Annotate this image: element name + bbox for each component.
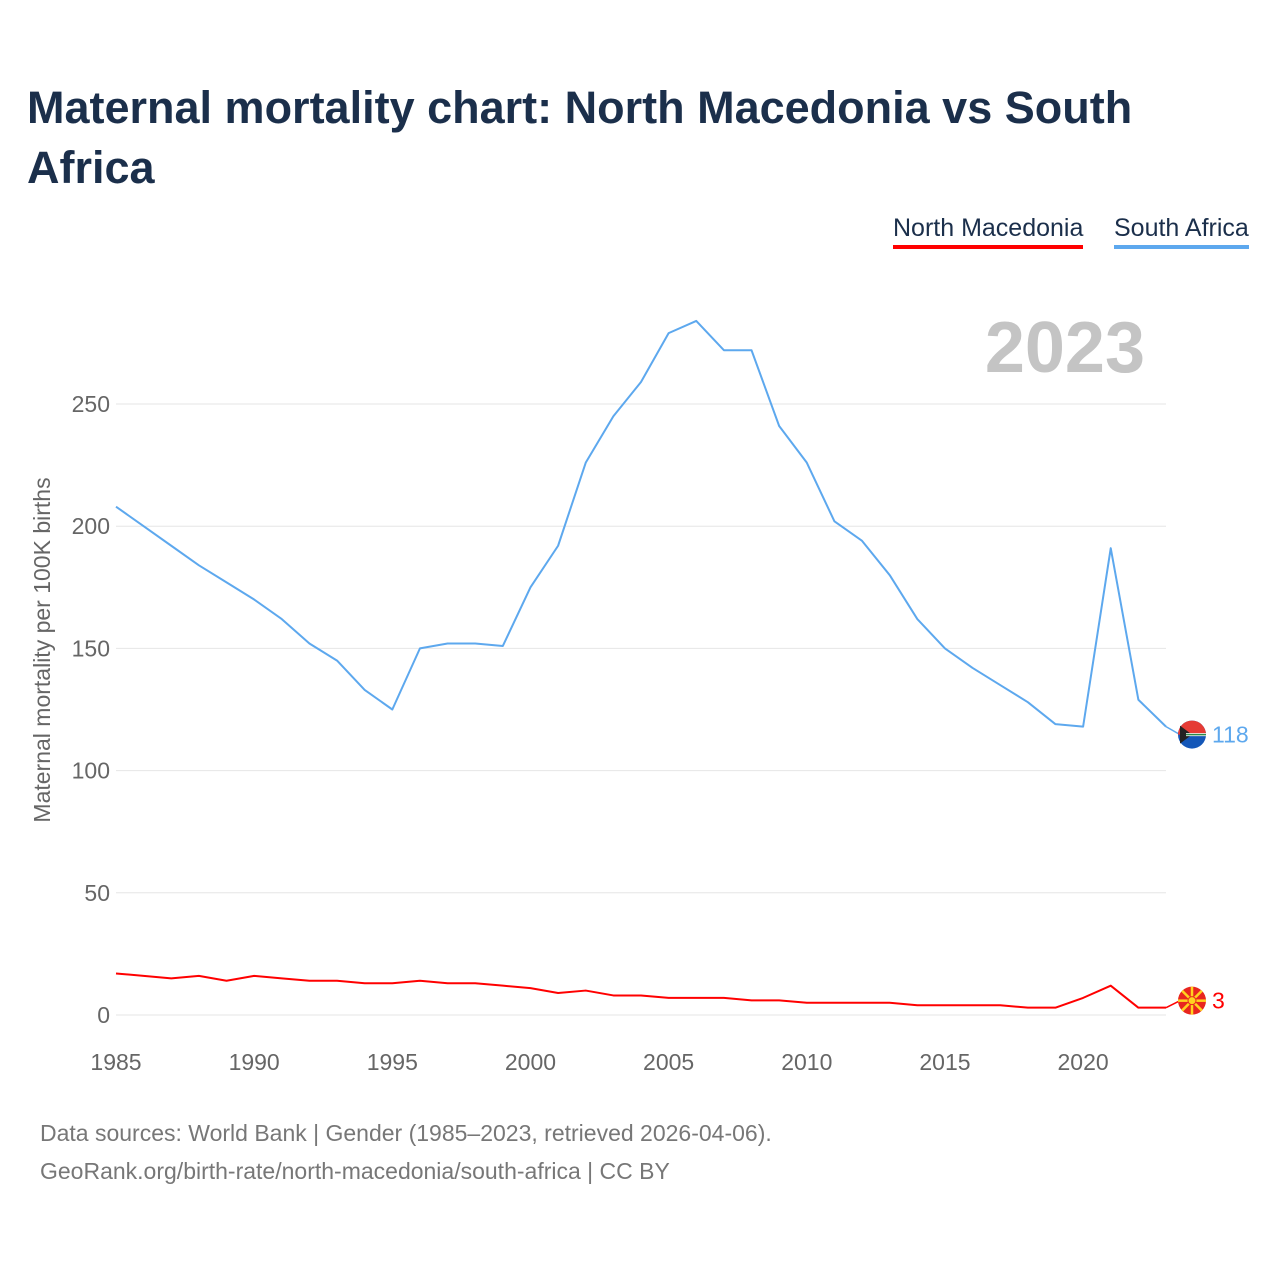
y-tick-label: 100 — [72, 758, 110, 784]
end-value-label-south-africa: 118 — [1212, 722, 1249, 748]
flag-sun — [1187, 996, 1197, 1006]
y-tick-label: 200 — [72, 513, 110, 539]
end-value-label-north-macedonia: 3 — [1212, 988, 1225, 1014]
y-tick-label: 50 — [84, 880, 110, 906]
end-connector — [1165, 999, 1181, 1009]
x-tick-label: 2015 — [919, 1049, 970, 1075]
x-tick-label: 2005 — [643, 1049, 694, 1075]
footer-url[interactable]: GeoRank.org/birth-rate/north-macedonia/s… — [40, 1158, 670, 1184]
y-axis-label: Maternal mortality per 100K births — [29, 477, 55, 822]
legend-south-africa[interactable]: South Africa — [1114, 214, 1249, 249]
x-tick-label: 2020 — [1058, 1049, 1109, 1075]
x-tick-label: 2000 — [505, 1049, 556, 1075]
year-watermark: 2023 — [985, 308, 1145, 388]
y-tick-label: 0 — [97, 1002, 110, 1028]
legend-north-macedonia[interactable]: North Macedonia — [893, 214, 1084, 249]
y-tick-label: 150 — [72, 635, 110, 661]
series-line-south-africa — [115, 319, 1167, 728]
footer-source: Data sources: World Bank | Gender (1985–… — [40, 1120, 772, 1146]
x-tick-label: 1995 — [367, 1049, 418, 1075]
x-tick-label: 1985 — [90, 1049, 141, 1075]
series-line-north-macedonia — [115, 972, 1166, 1009]
x-tick-label: 1990 — [229, 1049, 280, 1075]
x-tick-label: 2010 — [781, 1049, 832, 1075]
end-connector — [1165, 725, 1181, 736]
chart-title: Maternal mortality chart: North Macedoni… — [27, 82, 1133, 193]
y-tick-label: 250 — [72, 391, 110, 417]
